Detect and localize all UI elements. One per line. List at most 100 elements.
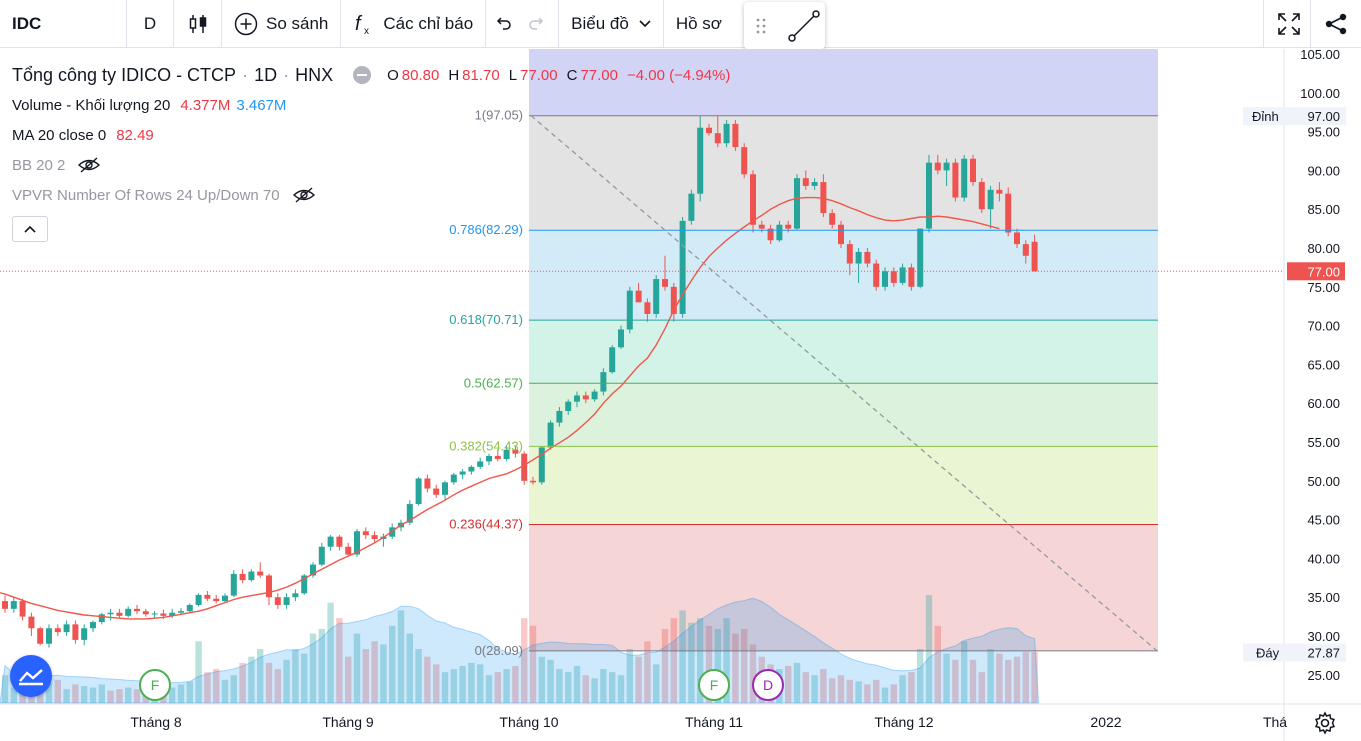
legend-ma-row[interactable]: MA 20 close 0 82.49: [12, 120, 730, 150]
gear-icon[interactable]: [1313, 711, 1337, 735]
price-tick-label: 85.00: [1307, 202, 1340, 217]
trend-line-icon[interactable]: [784, 8, 824, 44]
collapse-legend-button[interactable]: [12, 216, 48, 242]
chart-menu-button[interactable]: Biểu đồ: [559, 0, 663, 48]
bottom-label: Đáy: [1256, 646, 1280, 661]
volume-value: 4.377M: [180, 96, 231, 114]
candle-type-button[interactable]: [174, 0, 221, 48]
candle-body: [706, 127, 712, 134]
l-value: 77.00: [520, 66, 558, 84]
share-icon[interactable]: [1324, 12, 1348, 36]
candle-body: [635, 290, 642, 303]
candle-body: [151, 613, 158, 615]
top-label: Đỉnh: [1252, 109, 1279, 124]
toolbar-divider: [221, 0, 222, 48]
ma20-line: [0, 196, 1000, 620]
symbol-search[interactable]: IDC: [12, 13, 42, 33]
volume-bar: [248, 656, 255, 703]
toolbar-divider: [662, 0, 664, 48]
candle-body: [767, 228, 774, 241]
compare-button[interactable]: So sánh: [222, 0, 340, 48]
redo-button[interactable]: [520, 0, 554, 48]
candle-body: [46, 628, 52, 644]
volume-bar: [1, 675, 9, 703]
candle-body: [63, 624, 70, 633]
volume-bar: [723, 618, 730, 703]
volume-bar: [485, 675, 493, 703]
time-axis[interactable]: Tháng 8 Tháng 9 Tháng 10 Tháng 11 Tháng 12 20…: [130, 714, 1287, 730]
volume-bar: [1013, 656, 1021, 703]
event-marker: [698, 669, 730, 701]
candle-body: [530, 480, 536, 483]
fib-level-label: 0.618(70.71): [449, 312, 523, 327]
last-price-label: 77.00: [1307, 264, 1340, 279]
vpvr-label: VPVR Number Of Rows 24 Up/Down 70: [12, 186, 280, 204]
volume-bar: [961, 641, 968, 703]
price-tick-label: 45.00: [1307, 513, 1340, 528]
volume-bar: [195, 641, 202, 703]
c-value: 77.00: [580, 66, 618, 84]
candle-body: [204, 594, 211, 599]
eye-crossed-icon[interactable]: [292, 186, 316, 204]
volume-bar: [705, 625, 713, 703]
candle-body: [345, 546, 352, 555]
fibonacci-retracement[interactable]: [529, 49, 1158, 651]
eye-crossed-icon[interactable]: [77, 156, 101, 174]
price-tick-label: 90.00: [1307, 163, 1340, 178]
toolbar-divider: [126, 0, 127, 48]
candle-body: [186, 604, 193, 612]
volume-bar: [538, 656, 545, 703]
fibonacci-lines: 1(97.05) 0.786(82.29) 0.618(70.71) 0.5(62.5…: [0, 108, 1284, 658]
chart-legend: Tổng công ty IDICO - CTCP · 1D · HNX O 80…: [12, 60, 730, 242]
event-marker: [752, 669, 784, 701]
volume-bar: [917, 649, 924, 703]
fib-level-label: 0.786(82.29): [449, 222, 523, 237]
volume-bar: [204, 672, 211, 703]
time-tick-label: Tháng 9: [322, 714, 374, 730]
volume-bar: [433, 664, 440, 703]
candle-body: [679, 220, 686, 314]
price-tick-label: 75.00: [1307, 280, 1340, 295]
indicators-button[interactable]: f x Các chỉ báo: [341, 0, 485, 48]
candle-body: [406, 504, 413, 523]
volume-bar: [996, 653, 1003, 703]
volume-bar: [987, 649, 994, 703]
tradingview-logo[interactable]: [10, 655, 52, 697]
volume-bar: [881, 687, 889, 703]
volume-bar: [1022, 652, 1029, 703]
volume-bar: [609, 672, 616, 703]
volume-bar: [257, 649, 264, 703]
volume-bar: [644, 641, 651, 703]
candle-body: [213, 598, 220, 602]
h-label: H: [448, 66, 460, 84]
legend-volume-row[interactable]: Volume - Khối lượng 20 4.377M 3.467M: [12, 90, 730, 120]
volume-bar: [72, 684, 79, 703]
volume-label: Volume - Khối lượng 20: [12, 96, 171, 114]
candle-body: [855, 251, 862, 264]
interval-button[interactable]: D: [143, 13, 157, 33]
volume-bar: [265, 662, 273, 703]
volume-ma-value: 3.467M: [236, 96, 287, 114]
price-axis[interactable]: 105.00 100.00 95.00 90.00 85.00 80.00 75.00 70.…: [0, 47, 1361, 741]
market-status-icon[interactable]: [353, 66, 372, 84]
candle-body: [811, 182, 818, 186]
candle-body: [970, 158, 976, 183]
candle-body: [1022, 244, 1029, 256]
volume-bar: [424, 656, 431, 703]
candle-body: [116, 612, 123, 616]
l-label: L: [508, 66, 518, 84]
drag-handle-icon[interactable]: [746, 11, 776, 41]
candle-body: [10, 601, 17, 609]
legend-bb-row[interactable]: BB 20 2: [12, 150, 730, 180]
undo-button[interactable]: [486, 0, 520, 48]
legend-vpvr-row[interactable]: VPVR Number Of Rows 24 Up/Down 70: [12, 180, 730, 210]
volume-bar: [846, 679, 853, 703]
fullscreen-icon[interactable]: [1276, 11, 1302, 37]
cloud-chart-icon: [19, 669, 43, 686]
profile-button[interactable]: Hồ sơ: [675, 13, 722, 33]
volume-bar: [292, 649, 299, 703]
volume-bar: [309, 633, 317, 703]
candle-body: [574, 395, 580, 402]
bottom-value: 27.87: [1307, 646, 1340, 661]
